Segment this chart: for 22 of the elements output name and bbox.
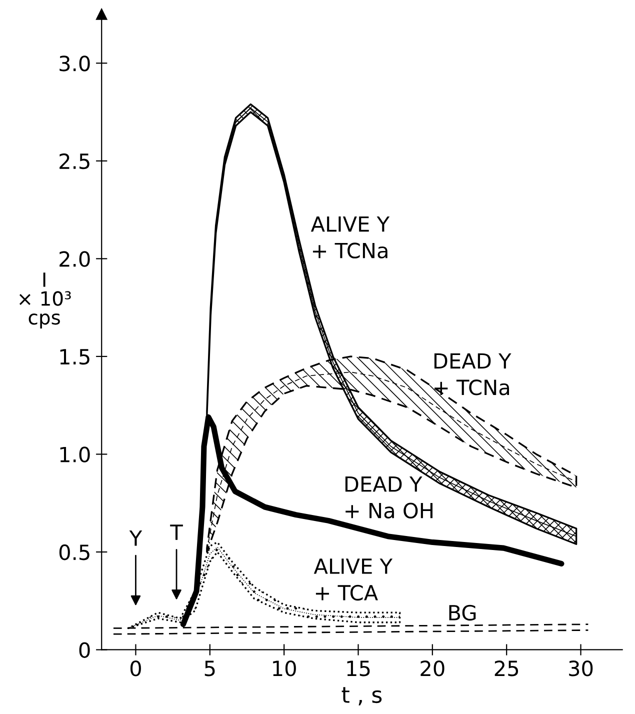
series-label: ALIVE Y + TCNa — [310, 216, 390, 258]
y-tick-label: 1.5 — [60, 349, 90, 365]
x-tick-label: 25 — [494, 660, 518, 676]
series-label: DEAD Y + Na OH — [345, 476, 432, 518]
annotation: T — [170, 524, 183, 540]
y-tick-label: 2.0 — [60, 251, 90, 267]
x-axis-title: t , s — [342, 687, 382, 706]
x-tick-label: 30 — [569, 660, 593, 676]
y-axis-title: I × 10³ cps — [19, 272, 71, 328]
x-tick-label: 5 — [204, 660, 215, 676]
series-label: BG — [449, 604, 476, 621]
y-tick-label: 0 — [79, 642, 90, 658]
y-tick-label: 1.0 — [60, 446, 90, 462]
x-tick-label: 15 — [347, 660, 370, 676]
x-tick-label: 10 — [273, 660, 296, 676]
series-label: ALIVE Y + TCA — [314, 558, 393, 601]
y-tick-label: 0.5 — [59, 544, 90, 560]
annotation: Y — [129, 530, 142, 546]
x-tick-label: 0 — [130, 660, 141, 676]
x-tick-label: 20 — [420, 660, 444, 676]
y-tick-label: 3.0 — [60, 56, 90, 72]
y-tick-label: 2.5 — [60, 153, 90, 170]
